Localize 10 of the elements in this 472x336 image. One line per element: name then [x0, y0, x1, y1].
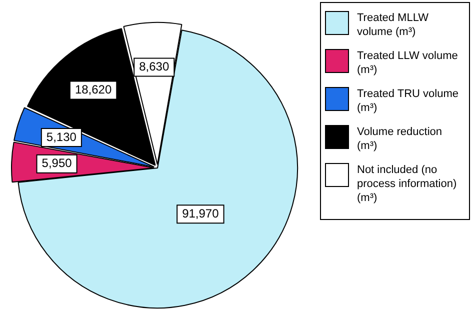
data-label: 8,630 [139, 60, 170, 74]
legend-label: Not included (no process information) (m³) [357, 163, 458, 205]
data-label: 18,620 [74, 82, 112, 97]
data-label: 5,130 [46, 130, 77, 144]
data-label: 5,950 [42, 156, 72, 170]
legend-label: Treated MLLW volume (m³) [357, 11, 430, 39]
data-label: 91,970 [182, 206, 220, 220]
legend-label: Treated LLW volume (m³) [357, 49, 459, 77]
legend-label: Volume reduction (m³) [357, 125, 443, 153]
legend-label: Treated TRU volume (m³) [357, 87, 460, 115]
